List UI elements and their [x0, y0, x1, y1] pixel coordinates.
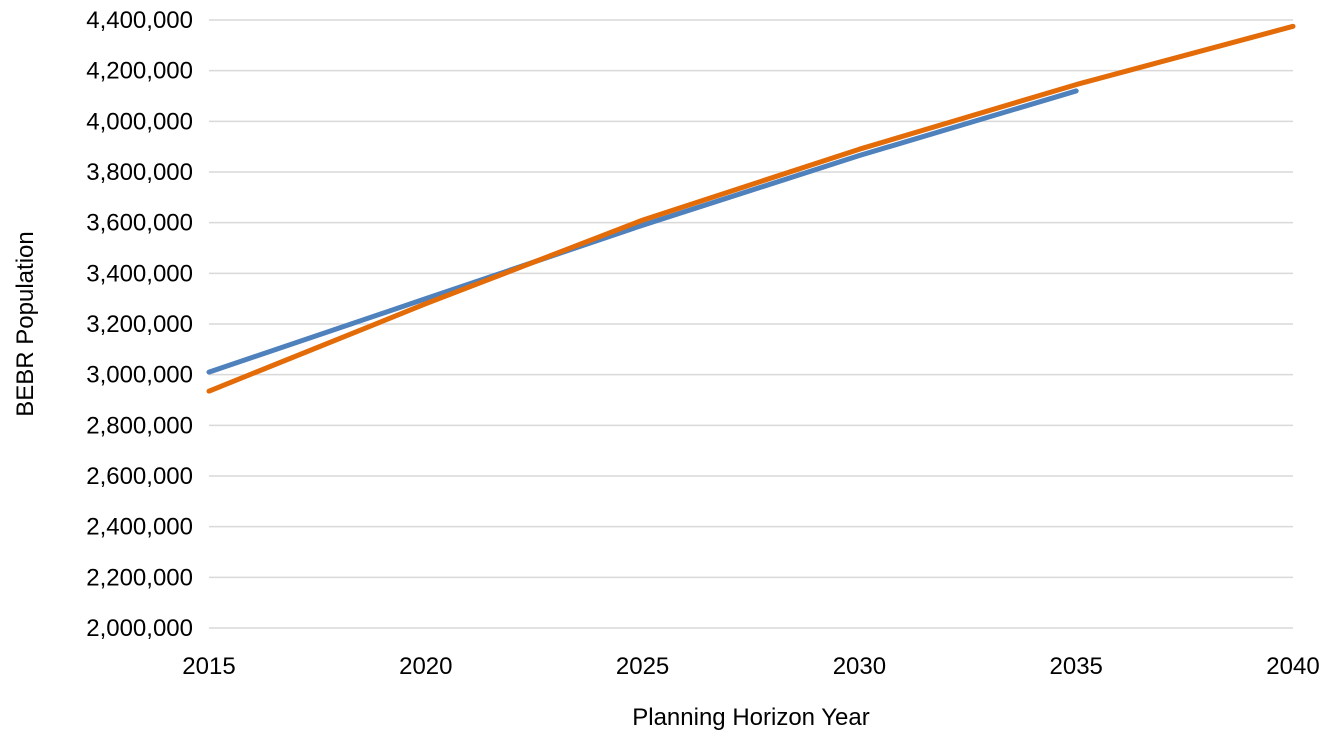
- y-tick-label: 2,400,000: [86, 514, 193, 541]
- y-tick-label: 4,400,000: [86, 7, 193, 34]
- series-lines: [206, 23, 1296, 394]
- y-tick-label: 4,000,000: [86, 108, 193, 135]
- y-axis-title: BEBR Population: [12, 231, 39, 416]
- y-tick-label: 4,200,000: [86, 58, 193, 85]
- x-tick-label: 2040: [1266, 653, 1319, 680]
- y-tick-label: 3,200,000: [86, 311, 193, 338]
- x-tick-label: 2025: [616, 653, 669, 680]
- y-tick-label: 2,600,000: [86, 463, 193, 490]
- y-tick-label: 2,200,000: [86, 564, 193, 591]
- y-tick-label: 2,800,000: [86, 412, 193, 439]
- x-tick-label: 2030: [833, 653, 886, 680]
- y-tick-label: 3,800,000: [86, 159, 193, 186]
- x-tick-label: 2035: [1050, 653, 1103, 680]
- series-line-1: [206, 88, 1079, 375]
- x-tick-label: 2020: [399, 653, 452, 680]
- x-tick-label: 2015: [182, 653, 235, 680]
- y-tick-label: 3,000,000: [86, 362, 193, 389]
- y-tick-label: 3,600,000: [86, 210, 193, 237]
- gridlines: [209, 19, 1293, 629]
- x-axis-title: Planning Horizon Year: [632, 704, 870, 731]
- y-axis-ticks: 2,000,000 2,200,000 2,400,000 2,600,000 2,80…: [86, 7, 193, 642]
- x-axis-ticks: 2015 2020 2025 2030 2035 2040: [182, 653, 1319, 680]
- series-line-2: [206, 23, 1296, 394]
- y-tick-label: 2,000,000: [86, 615, 193, 642]
- y-tick-label: 3,400,000: [86, 260, 193, 287]
